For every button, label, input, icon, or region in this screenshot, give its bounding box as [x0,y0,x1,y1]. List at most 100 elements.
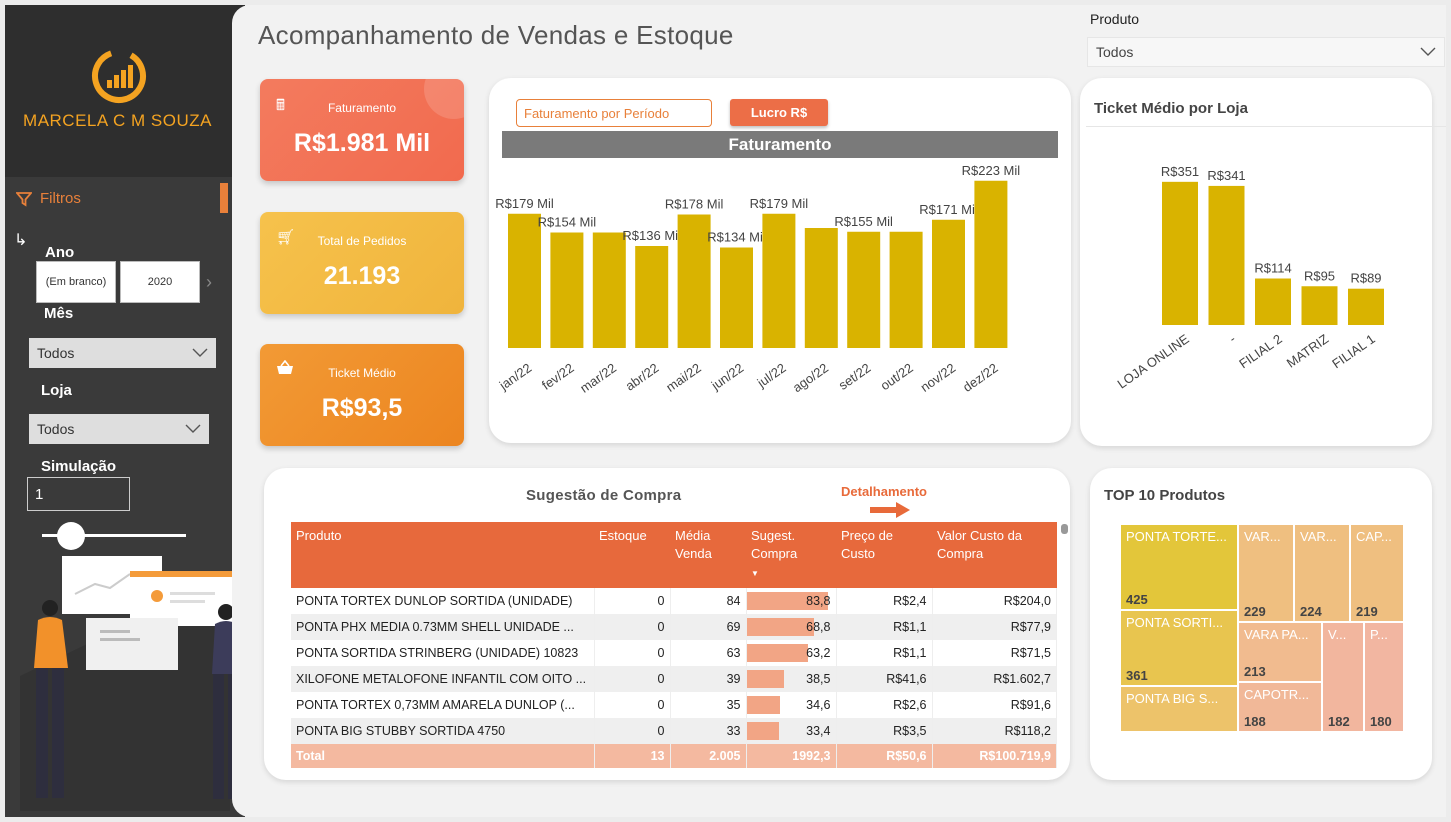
col-sugest-compra[interactable]: Sugest. Compra ▼ [746,522,836,588]
data-label: R$155 Mil [834,214,893,229]
bar[interactable] [1348,288,1384,325]
bar[interactable] [592,232,626,349]
total-label: Total [291,744,595,768]
cell-valor: R$91,6 [932,692,1057,718]
bar[interactable] [508,213,541,348]
cell-media: 35 [670,692,747,718]
bar[interactable] [847,231,881,348]
tick-label: mar/22 [577,360,619,395]
table-row[interactable]: PONTA SORTIDA STRINBERG (UNIDADE) 10823 0… [291,640,1057,666]
sugest-bar [746,592,829,610]
chevron-down-icon [192,348,208,357]
treemap-tile[interactable]: V... 182 [1322,622,1364,732]
faturamento-periodo-button[interactable]: Faturamento por Período [516,99,712,127]
produto-label: Produto [1090,11,1140,27]
bar[interactable] [932,219,965,348]
data-label: R$179 Mil [495,196,554,211]
col-estoque[interactable]: Estoque [594,522,670,588]
treemap-tile[interactable]: VAR... 224 [1294,524,1350,622]
sugest-value: 83,8 [806,594,831,608]
tick-label: fev/22 [539,360,577,393]
table-total-row: Total 13 2.005 1992,3 R$50,6 R$100.719,9 [291,744,1057,768]
treemap-tile[interactable]: PONTA SORTI... 361 [1120,610,1238,686]
bar[interactable] [635,246,669,348]
bar[interactable] [720,247,753,349]
simulacao-slider-handle[interactable] [56,522,85,550]
simulacao-slider-track[interactable] [42,534,186,537]
bar[interactable] [550,232,584,349]
table-row[interactable]: XILOFONE METALOFONE INFANTIL COM OITO ..… [291,666,1057,692]
bar[interactable] [804,228,838,348]
treemap-tile[interactable]: CAPOTR... 188 [1238,682,1322,732]
basket-icon [276,359,294,380]
bar[interactable] [677,214,711,349]
data-label: R$178 Mil [665,197,724,212]
arrow-right-icon[interactable] [870,502,910,518]
simulacao-input[interactable]: 1 [27,477,130,511]
chevron-right-icon[interactable]: › [206,272,212,292]
ano-label: Ano [45,244,75,261]
lucro-button[interactable]: Lucro R$ [730,99,828,126]
detalhamento-link[interactable]: Detalhamento [841,484,927,499]
cell-estoque: 0 [594,718,671,744]
loja-value: Todos [37,421,75,437]
table-row[interactable]: PONTA TORTEX 0,73MM AMARELA DUNLOP (... 0… [291,692,1057,718]
sugest-value: 68,8 [806,620,831,634]
cell-sugest: 33,4 [746,718,837,744]
col-valor-custo[interactable]: Valor Custo da Compra [932,522,1057,588]
tile-value: 224 [1300,604,1322,619]
table-row[interactable]: PONTA PHX MEDIA 0.73MM SHELL UNIDADE ...… [291,614,1057,640]
data-label: R$179 Mil [750,196,809,211]
tick-label: MATRIZ [1284,331,1331,371]
kpi-value: R$1.981 Mil [293,129,431,157]
bar[interactable] [1208,185,1245,325]
cell-media: 84 [670,588,747,614]
bar[interactable] [1255,278,1291,326]
ano-option-blank[interactable]: (Em branco) [36,261,116,303]
filter-icon [16,191,32,207]
bar[interactable] [889,231,923,348]
cell-produto: PONTA TORTEX DUNLOP SORTIDA (UNIDADE) [291,588,595,614]
treemap-tile[interactable]: PONTA TORTE... 425 [1120,524,1238,610]
bar[interactable] [1162,181,1198,325]
loja-select[interactable]: Todos [29,414,209,444]
ano-option-2020[interactable]: 2020 [120,261,200,303]
treemap-tile[interactable]: VARA PA... 213 [1238,622,1322,682]
tick-label: ago/22 [790,360,831,395]
data-label: R$95 [1304,268,1335,283]
cell-estoque: 0 [594,614,671,640]
bar[interactable] [974,180,1008,348]
table-row[interactable]: PONTA BIG STUBBY SORTIDA 4750 0 33 33,4 R$3,… [291,718,1057,744]
treemap-tile[interactable]: CAP... 219 [1350,524,1404,622]
filters-label: Filtros [40,190,81,207]
treemap-tile[interactable]: PONTA BIG S... [1120,686,1238,732]
tile-value: 219 [1356,604,1378,619]
bar[interactable] [762,213,796,348]
total-preco: R$50,6 [836,744,933,768]
col-produto[interactable]: Produto [291,522,594,588]
treemap-tile[interactable]: P... 180 [1364,622,1404,732]
sort-down-icon: ▼ [751,569,759,578]
bar[interactable] [1301,286,1338,325]
sugest-value: 63,2 [806,646,831,660]
treemap-tile[interactable]: VAR... 229 [1238,524,1294,622]
sugest-bar [746,618,814,636]
produto-select[interactable]: Todos [1087,37,1445,67]
col-media-venda[interactable]: Média Venda [670,522,746,588]
cell-sugest: 68,8 [746,614,837,640]
filters-header[interactable]: Filtros [16,190,81,207]
kpi-faturamento: 🖩 Faturamento R$1.981 Mil [260,79,464,181]
kpi-label: Faturamento [327,101,397,115]
simulacao-label: Simulação [41,458,117,475]
cell-estoque: 0 [594,588,671,614]
mes-select[interactable]: Todos [29,338,216,368]
table-scrollbar[interactable] [1061,524,1068,534]
cell-valor: R$204,0 [932,588,1057,614]
cell-estoque: 0 [594,692,671,718]
table-row[interactable]: PONTA TORTEX DUNLOP SORTIDA (UNIDADE) 0 84… [291,588,1057,614]
kpi-label: Ticket Médio [328,366,396,380]
col-preco-custo[interactable]: Preço de Custo [836,522,932,588]
cart-icon: 🛒︎ [276,229,296,246]
sugest-bar [746,670,785,688]
cell-media: 69 [670,614,747,640]
